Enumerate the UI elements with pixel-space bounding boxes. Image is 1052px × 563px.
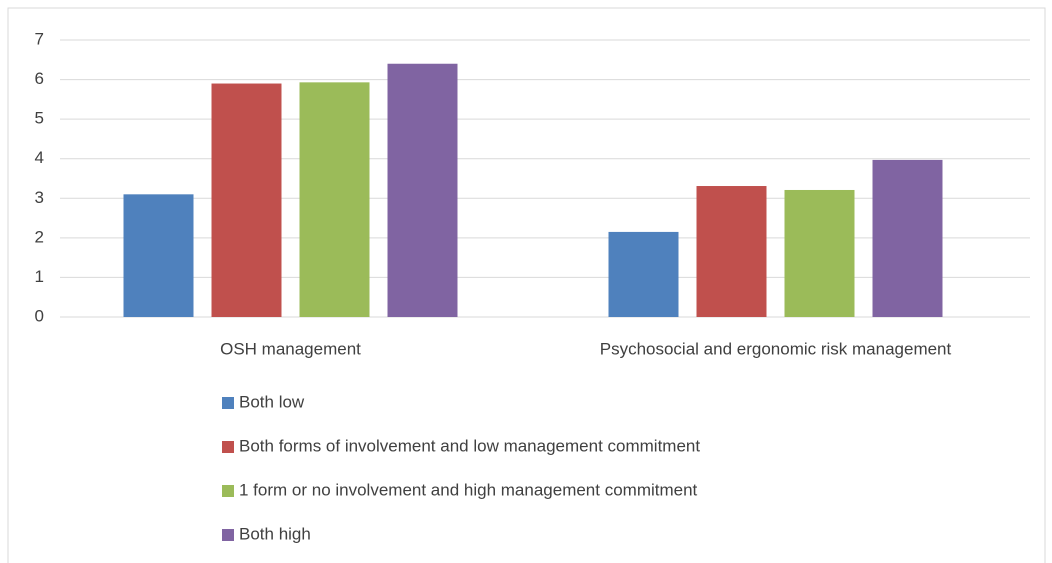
y-tick-label: 7	[35, 29, 44, 48]
y-tick-label: 6	[35, 69, 44, 88]
y-tick-label: 1	[35, 267, 44, 286]
y-tick-label: 4	[35, 148, 44, 167]
bar	[608, 231, 679, 317]
y-tick-label: 0	[35, 306, 44, 325]
legend-swatch	[222, 397, 234, 409]
y-tick-label: 5	[35, 109, 44, 128]
legend-label: 1 form or no involvement and high manage…	[239, 480, 698, 499]
bar	[211, 83, 282, 318]
x-tick-label: OSH management	[220, 339, 361, 358]
legend-swatch	[222, 485, 234, 497]
bar	[123, 194, 194, 317]
bar	[784, 189, 855, 317]
legend-swatch	[222, 529, 234, 541]
legend-label: Both high	[239, 524, 311, 543]
bar	[299, 82, 370, 317]
chart-border	[7, 7, 1046, 563]
y-tick-label: 2	[35, 227, 44, 246]
bar	[387, 63, 458, 317]
legend-swatch	[222, 441, 234, 453]
x-tick-label: Psychosocial and ergonomic risk manageme…	[600, 339, 952, 358]
legend-label: Both forms of involvement and low manage…	[239, 436, 700, 455]
bar	[696, 186, 767, 317]
legend-label: Both low	[239, 392, 305, 411]
y-tick-label: 3	[35, 188, 44, 207]
bar	[872, 159, 943, 317]
